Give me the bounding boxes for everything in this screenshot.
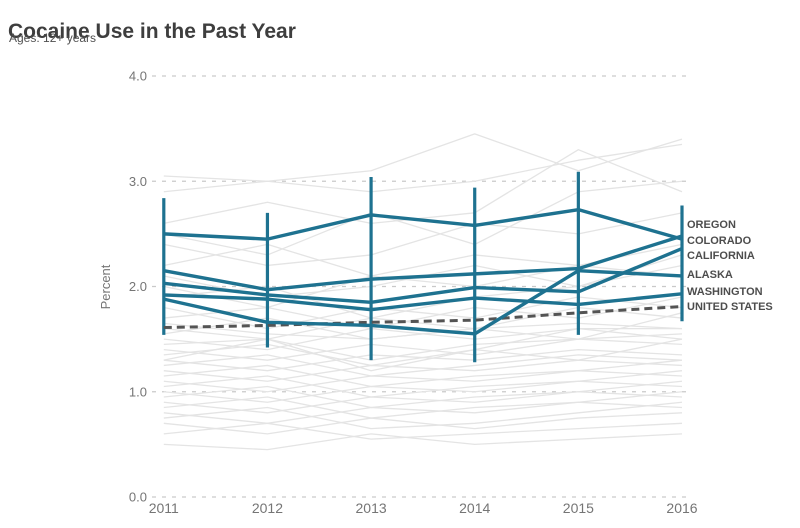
y-tick-label: 3.0: [129, 174, 147, 189]
background-line: [163, 180, 683, 256]
background-line: [163, 359, 683, 382]
background-line: [163, 296, 683, 330]
background-line: [163, 422, 683, 440]
background-line: [163, 306, 683, 340]
background-line: [163, 412, 683, 435]
series-line-washington: [163, 292, 683, 312]
background-line: [163, 327, 682, 351]
chart-title: Cocaine Use in the Past Year: [8, 20, 296, 44]
x-tick-label: 2013: [356, 500, 387, 516]
background-line: [163, 370, 683, 398]
x-tick-label: 2011: [149, 500, 179, 516]
background-line: [163, 380, 683, 403]
series-line-united-states: [163, 305, 683, 330]
x-tick-label: 2015: [563, 500, 594, 516]
background-line: [163, 354, 683, 377]
background-line: [163, 370, 683, 393]
background-line: [163, 391, 683, 419]
background-line: [163, 296, 683, 330]
y-tick-label: 4.0: [129, 69, 147, 84]
background-line: [163, 333, 683, 361]
y-tick-label: 1.0: [129, 384, 147, 399]
background-line: [163, 401, 683, 424]
series-line-alaska: [163, 269, 683, 336]
background-line: [163, 359, 683, 388]
background-line: [163, 327, 683, 372]
background-line: [163, 212, 683, 267]
x-tick-label: 2014: [459, 500, 490, 516]
background-line: [163, 401, 683, 430]
y-tick-label: 0.0: [129, 490, 147, 505]
series-line-oregon: [163, 234, 683, 292]
series-line-colorado: [163, 207, 683, 241]
series-line-california: [163, 247, 683, 304]
background-line: [163, 391, 683, 414]
chart-subtitle: Ages: 12+ years: [9, 31, 97, 45]
background-line: [163, 380, 683, 409]
x-tick-label: 2012: [252, 500, 283, 516]
background-line: [163, 133, 683, 193]
background-line: [163, 433, 683, 451]
background-line: [163, 143, 683, 193]
y-axis-label: Percent: [98, 264, 113, 309]
background-line: [163, 348, 683, 372]
background-line: [163, 338, 683, 361]
x-tick-label: 2016: [666, 500, 697, 516]
background-line: [163, 149, 683, 225]
y-tick-label: 2.0: [129, 279, 147, 294]
background-line: [163, 264, 683, 309]
